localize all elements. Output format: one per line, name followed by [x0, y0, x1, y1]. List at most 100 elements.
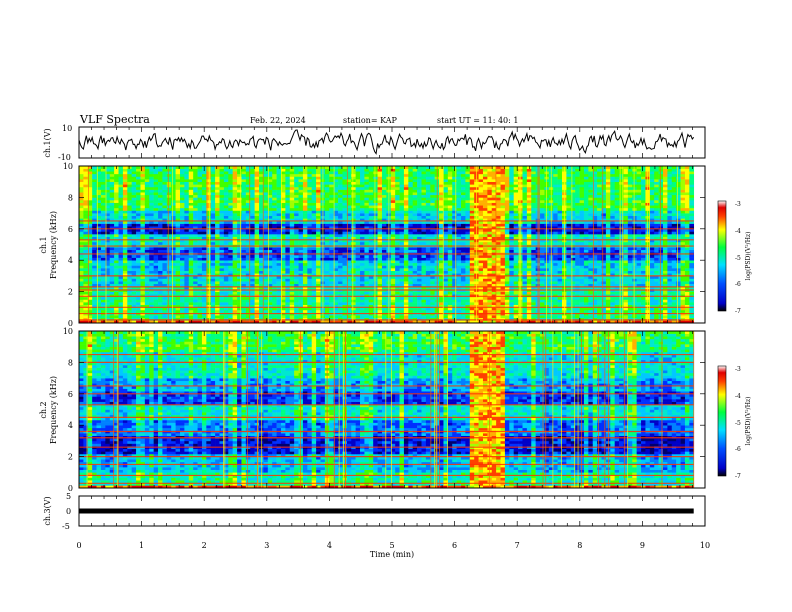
- spectrogram-cell: [351, 296, 356, 300]
- spectrogram-cell: [158, 268, 163, 271]
- spectrogram-cell: [105, 207, 111, 211]
- spectrogram-cell: [158, 200, 163, 203]
- spectrogram-cell: [83, 194, 89, 198]
- spectrogram-cell: [162, 273, 168, 277]
- spectrogram-cell: [136, 213, 141, 217]
- spectrogram-cell: [188, 181, 194, 185]
- spectrogram-cell: [193, 210, 198, 214]
- spectrogram-cell: [346, 220, 352, 224]
- spectrogram-cell: [338, 173, 343, 177]
- spectrogram-cell: [184, 275, 190, 279]
- spectrogram-cell: [259, 270, 264, 274]
- spectrogram-cell: [166, 249, 172, 253]
- spectrogram-cell: [245, 273, 251, 277]
- spectrogram-cell: [136, 173, 141, 177]
- spectrogram-cell: [351, 226, 356, 230]
- spectrogram-cell: [417, 181, 422, 185]
- spectrogram-cell: [179, 202, 185, 206]
- spectrogram-cell: [307, 278, 313, 282]
- spectrogram-cell: [351, 194, 356, 198]
- spectrogram-cell: [79, 296, 84, 300]
- spectrogram-cell: [364, 176, 370, 180]
- spectrogram-cell: [333, 176, 339, 180]
- spectrogram-cell: [338, 268, 343, 271]
- spectrogram-cell: [298, 194, 304, 198]
- spectrogram-cell: [166, 215, 172, 219]
- spectrogram-cell: [175, 200, 181, 203]
- spectrogram-cell: [421, 265, 427, 269]
- spectrogram-cell: [338, 320, 343, 324]
- spectrogram-cell: [140, 181, 146, 185]
- spectrogram-cell: [408, 236, 414, 240]
- spectrogram-cell: [289, 283, 295, 287]
- spectrogram-cell: [267, 268, 273, 271]
- spectrogram-cell: [171, 213, 176, 217]
- spectrogram-cell: [241, 304, 247, 308]
- spectrogram-cell: [96, 302, 102, 305]
- spectrogram-cell: [149, 207, 154, 211]
- spectrogram-cell: [188, 218, 194, 222]
- spectrogram-cell: [206, 228, 212, 232]
- spectrogram-cell: [333, 231, 339, 235]
- spectrogram-cell: [329, 291, 334, 295]
- spectrogram-cell: [307, 202, 313, 206]
- spectrogram-cell: [280, 231, 286, 235]
- spectrogram-cell: [193, 168, 198, 172]
- spectrogram-cell: [346, 296, 352, 300]
- spectrogram-cell: [83, 270, 89, 274]
- spectrogram-cell: [395, 260, 400, 264]
- spectrogram-cell: [140, 192, 146, 196]
- spectrogram-cell: [267, 315, 273, 319]
- spectrogram-cell: [307, 315, 313, 319]
- spectrogram-cell: [250, 220, 255, 224]
- spectrogram-cell: [171, 317, 176, 321]
- spectrogram-cell: [114, 184, 119, 188]
- spectrogram-cell: [263, 223, 269, 227]
- spectrogram-cell: [390, 283, 396, 287]
- spectrogram-cell: [254, 278, 260, 282]
- spectrogram-cell: [399, 307, 405, 311]
- spectrogram-cell: [193, 194, 198, 198]
- spectrogram-cell: [114, 291, 119, 295]
- spectrogram-cell: [311, 197, 317, 201]
- spectrogram-cell: [311, 220, 317, 224]
- spectrogram-cell: [425, 200, 431, 203]
- spectrogram-cell: [307, 268, 313, 271]
- spectrogram-cell: [395, 302, 400, 305]
- spectrogram-cell: [399, 197, 405, 201]
- spectrogram-cell: [188, 241, 194, 245]
- spectrogram-cell: [149, 273, 154, 277]
- spectrogram-cell: [276, 205, 282, 209]
- spectrogram-cell: [421, 168, 427, 172]
- spectrogram-cell: [324, 171, 330, 175]
- spectrogram-cell: [390, 296, 396, 300]
- spectrogram-cell: [92, 173, 97, 177]
- spectrogram-cell: [329, 207, 334, 211]
- spectrogram-cell: [162, 294, 168, 298]
- spectrogram-cell: [188, 234, 194, 237]
- spectrogram-cell: [285, 302, 291, 305]
- spectrogram-cell: [136, 268, 141, 271]
- spectrogram-cell: [232, 194, 238, 198]
- spectrogram-cell: [364, 294, 370, 298]
- spectrogram-cell: [250, 307, 255, 311]
- spectrogram-cell: [395, 207, 400, 211]
- spectrogram-cell: [215, 294, 220, 298]
- spectrogram-cell: [210, 220, 216, 224]
- spectrogram-cell: [351, 299, 356, 303]
- spectrogram-cell: [324, 220, 330, 224]
- spectrogram-cell: [127, 302, 132, 305]
- spectrogram-cell: [171, 254, 176, 258]
- spectrogram-cell: [149, 186, 154, 190]
- spectrogram-cell: [179, 231, 185, 235]
- spectrogram-cell: [311, 268, 317, 271]
- spectrogram-cell: [215, 304, 220, 308]
- spectrogram-cell: [302, 181, 308, 185]
- spectrogram-cell: [294, 241, 299, 245]
- spectrogram-cell: [395, 205, 400, 209]
- spectrogram-cell: [114, 302, 119, 305]
- spectrogram-cell: [127, 304, 132, 308]
- spectrogram-cell: [153, 307, 159, 311]
- spectrogram-cell: [333, 278, 339, 282]
- spectrogram-cell: [381, 220, 387, 224]
